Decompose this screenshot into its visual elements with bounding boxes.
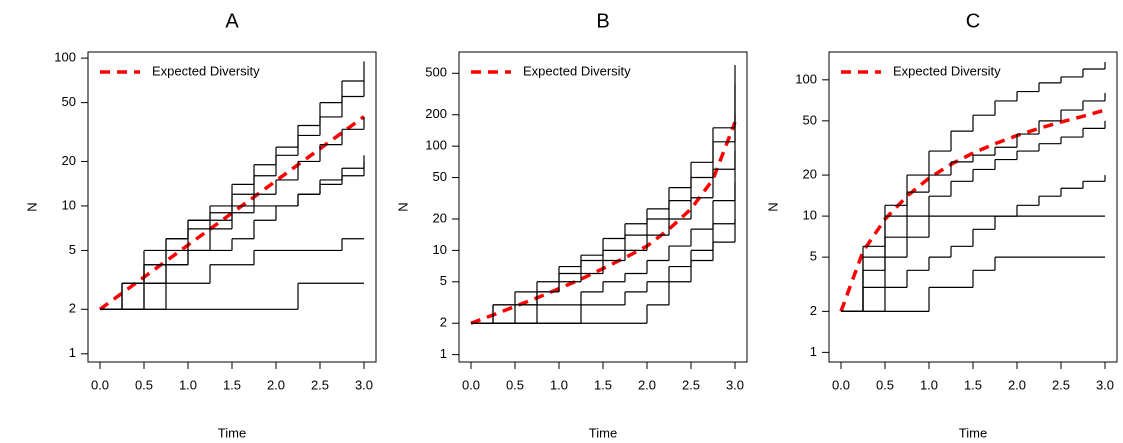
trajectory <box>471 219 736 324</box>
y-tick-label: 10 <box>62 197 76 212</box>
y-tick-label: 50 <box>433 169 447 184</box>
x-tick-label: 3.0 <box>726 377 744 392</box>
legend-label: Expected Diversity <box>152 63 260 78</box>
y-tick-label: 50 <box>803 112 817 127</box>
x-tick-label: 3.0 <box>1096 377 1114 392</box>
legend-label: Expected Diversity <box>893 63 1001 78</box>
y-tick-label: 200 <box>425 106 447 121</box>
x-tick-label: 2.5 <box>311 377 329 392</box>
y-tick-label: 20 <box>433 210 447 225</box>
expected-line <box>470 121 737 325</box>
plot-box <box>828 51 1118 363</box>
y-tick-label: 5 <box>440 273 447 288</box>
trajectory <box>100 238 364 310</box>
y-axis-label: N <box>765 202 780 211</box>
trajectory <box>841 256 1105 312</box>
x-tick-label: 0.5 <box>135 377 153 392</box>
y-tick-label: 1 <box>69 345 76 360</box>
x-tick-label: 0.0 <box>832 377 850 392</box>
y-tick-label: 20 <box>803 167 817 182</box>
y-tick-label: 1 <box>810 344 817 359</box>
y-tick-label: 10 <box>803 208 817 223</box>
legend-label: Expected Diversity <box>523 63 631 78</box>
panel-title: A <box>225 10 239 32</box>
x-tick-label: 2.5 <box>682 377 700 392</box>
x-tick-label: 0.5 <box>506 377 524 392</box>
y-tick-label: 2 <box>440 315 447 330</box>
plot-box <box>458 51 748 363</box>
x-tick-label: 1.5 <box>223 377 241 392</box>
x-tick-label: 1.5 <box>964 377 982 392</box>
x-tick-label: 1.0 <box>179 377 197 392</box>
x-tick-label: 2.5 <box>1052 377 1070 392</box>
y-tick-label: 5 <box>69 242 76 257</box>
x-tick-label: 3.0 <box>355 377 373 392</box>
panel-title: C <box>966 10 980 32</box>
trajectory <box>100 161 365 310</box>
x-tick-label: 2.0 <box>1008 377 1026 392</box>
y-tick-label: 2 <box>810 303 817 318</box>
y-tick-label: 20 <box>62 153 76 168</box>
y-tick-label: 100 <box>54 50 76 65</box>
x-tick-label: 2.0 <box>638 377 656 392</box>
trajectory <box>471 83 736 324</box>
x-axis-label: Time <box>218 425 246 440</box>
x-tick-label: 0.0 <box>91 377 109 392</box>
x-axis-label: Time <box>589 425 617 440</box>
x-tick-label: 1.5 <box>594 377 612 392</box>
trajectory <box>471 150 736 324</box>
y-tick-label: 50 <box>62 94 76 109</box>
trajectory <box>100 155 365 310</box>
y-tick-label: 500 <box>425 65 447 80</box>
trajectory <box>841 93 1106 312</box>
y-tick-label: 1 <box>440 346 447 361</box>
x-tick-label: 0.0 <box>462 377 480 392</box>
x-tick-label: 2.0 <box>267 377 285 392</box>
y-tick-label: 2 <box>69 301 76 316</box>
y-tick-label: 5 <box>810 249 817 264</box>
x-tick-label: 0.5 <box>876 377 894 392</box>
y-axis-label: N <box>24 202 39 211</box>
x-tick-label: 1.0 <box>920 377 938 392</box>
panel-title: B <box>596 10 609 32</box>
y-axis-label: N <box>395 202 410 211</box>
trajectory <box>100 81 365 310</box>
trajectory <box>841 175 1106 312</box>
y-tick-label: 100 <box>795 71 817 86</box>
y-tick-label: 10 <box>433 242 447 257</box>
trajectory <box>100 282 364 310</box>
y-tick-label: 100 <box>425 138 447 153</box>
x-axis-label: Time <box>959 425 987 440</box>
x-tick-label: 1.0 <box>550 377 568 392</box>
trajectory <box>100 61 365 310</box>
